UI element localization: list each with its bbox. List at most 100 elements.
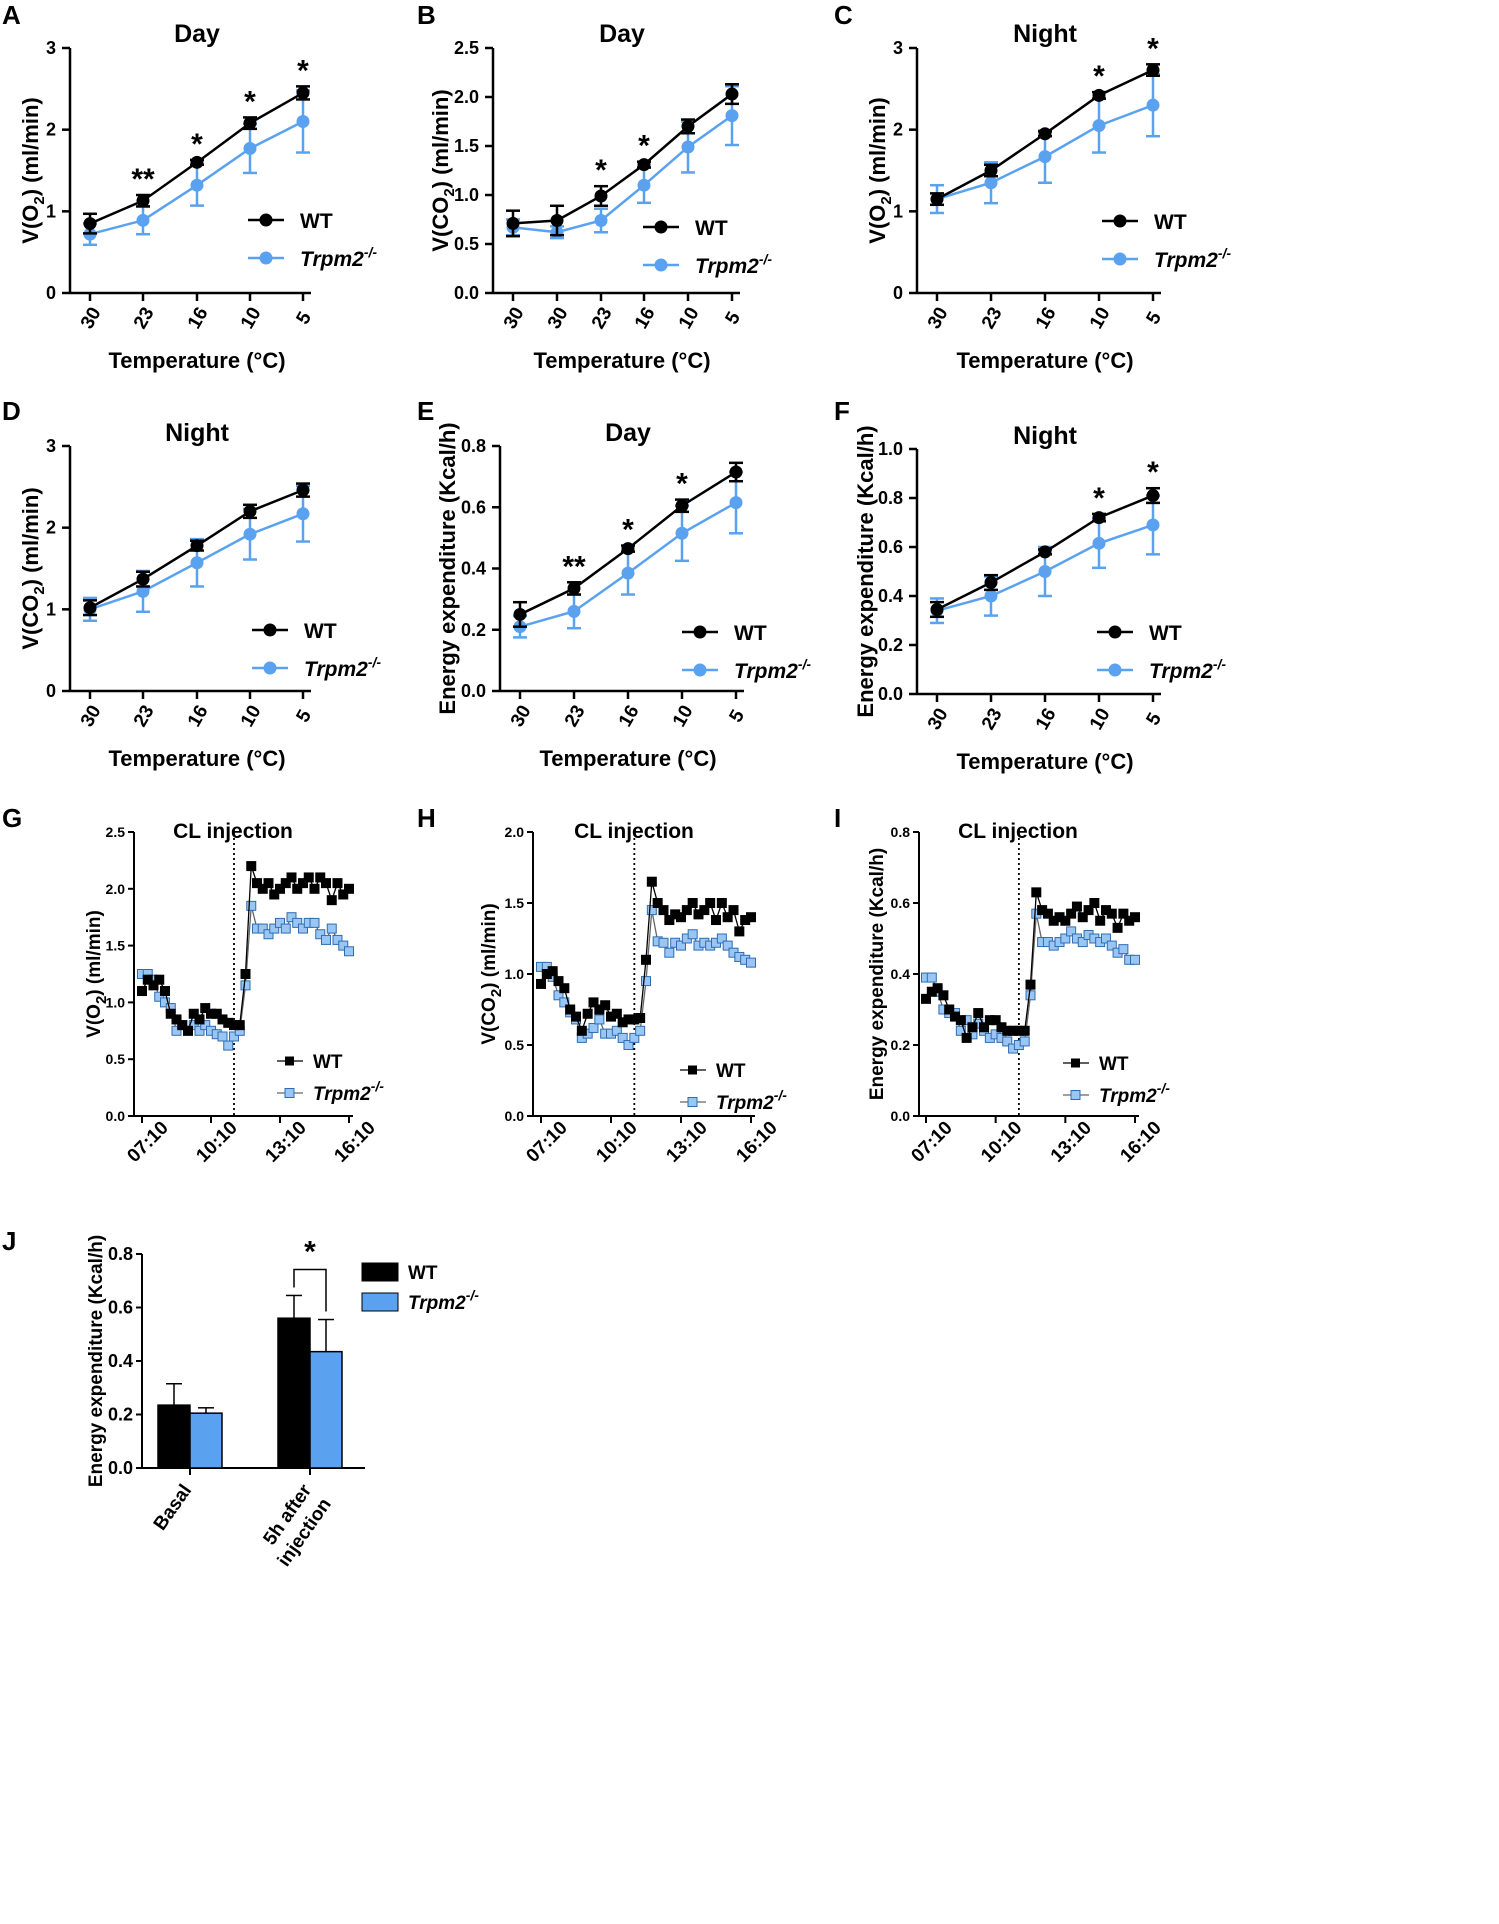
series-wt xyxy=(506,83,739,238)
significance-marker: * xyxy=(297,54,309,87)
data-point xyxy=(243,141,257,155)
data-point xyxy=(1146,518,1160,532)
y-tick-label: 2.0 xyxy=(454,87,479,107)
significance-marker: * xyxy=(304,1235,316,1268)
data-point xyxy=(292,883,303,894)
y-tick-label: 1.5 xyxy=(106,938,126,954)
significance-marker: * xyxy=(595,154,607,187)
panel-e: E 0.0 0.2 0.4 0.6 0.8 30 23 16 10 5 Day Temperature … xyxy=(417,396,811,771)
data-point xyxy=(83,217,97,231)
y-axis-label: Energy expenditure (Kcal/h) xyxy=(435,422,460,714)
legend-swatch-ko xyxy=(361,1292,399,1312)
series-line xyxy=(512,114,733,234)
y-tick-label: 0.0 xyxy=(108,1458,133,1478)
x-tick-label: 5 xyxy=(1142,709,1166,729)
data-point xyxy=(200,1003,211,1014)
data-point xyxy=(676,940,686,951)
panel-label-a: A xyxy=(2,0,21,30)
data-point xyxy=(930,602,944,616)
data-point xyxy=(1100,933,1111,944)
data-point xyxy=(190,539,204,553)
y-tick-label: 2.5 xyxy=(454,38,479,58)
data-point xyxy=(344,946,354,957)
x-tick-label: 07:10 xyxy=(124,1118,173,1167)
data-point xyxy=(315,872,326,883)
data-point xyxy=(944,1004,955,1015)
x-tick-label: 23 xyxy=(130,702,159,731)
data-point xyxy=(1038,127,1052,141)
x-tick-label: 5 xyxy=(292,706,316,726)
data-point xyxy=(658,937,669,948)
y-tick-label: 3 xyxy=(46,38,56,58)
series-trpm2-ko xyxy=(930,494,1160,625)
legend-label-ko: Trpm2-/- xyxy=(734,656,811,683)
data-point xyxy=(1092,119,1106,133)
legend-marker-wt xyxy=(654,220,668,234)
legend-label-wt: WT xyxy=(1099,1054,1129,1075)
data-point xyxy=(171,1025,182,1036)
data-point xyxy=(635,1025,646,1036)
panel-label-i: I xyxy=(834,803,841,833)
bar-trpm2-ko xyxy=(189,1412,223,1469)
data-point xyxy=(1038,565,1052,578)
data-point xyxy=(1019,1025,1030,1036)
x-tick-label: 16:10 xyxy=(331,1118,380,1167)
legend-ko-superscript: -/- xyxy=(371,1078,385,1094)
legend-label-ko: Trpm2-/- xyxy=(695,251,772,278)
data-point xyxy=(729,465,743,479)
y-axis-label-part: 2 xyxy=(31,196,48,204)
y-tick-label: 0.2 xyxy=(108,1405,133,1425)
chart-title: CL injection xyxy=(958,820,1078,843)
data-point xyxy=(675,526,689,540)
data-point xyxy=(746,912,756,923)
data-point xyxy=(1060,933,1071,944)
data-point xyxy=(990,1015,1001,1026)
data-point xyxy=(716,933,727,944)
y-tick-label: 1.0 xyxy=(878,439,903,459)
data-point xyxy=(188,1008,199,1019)
data-point xyxy=(725,87,739,101)
data-point xyxy=(1077,912,1088,923)
data-point xyxy=(621,566,635,580)
data-point xyxy=(734,926,745,937)
data-point xyxy=(600,1000,611,1011)
data-point xyxy=(611,1008,622,1019)
chart-title: Night xyxy=(165,419,230,447)
y-tick-label: 0.2 xyxy=(461,620,486,640)
data-point xyxy=(637,178,651,192)
data-point xyxy=(594,189,608,203)
data-point xyxy=(309,883,320,894)
data-point xyxy=(699,905,710,916)
legend-label-ko: Trpm2-/- xyxy=(313,1078,384,1105)
data-point xyxy=(617,1032,628,1043)
y-tick-label: 0.6 xyxy=(878,537,903,557)
data-point xyxy=(280,878,291,889)
data-point xyxy=(1146,489,1160,503)
data-point xyxy=(171,1014,182,1025)
legend-marker-wt xyxy=(1113,214,1127,228)
data-point xyxy=(160,986,170,997)
x-axis-label: Temperature (°C) xyxy=(539,746,716,771)
legend-marker-ko xyxy=(284,1088,295,1098)
y-tick-label: 1 xyxy=(46,599,56,619)
y-tick-label: 0.0 xyxy=(878,684,903,704)
x-tick-label: 23 xyxy=(130,304,159,333)
data-point xyxy=(1038,545,1052,559)
chart-title: Night xyxy=(1013,20,1078,48)
data-point xyxy=(1106,940,1117,951)
data-point xyxy=(676,912,686,923)
y-tick-label: 0.2 xyxy=(891,1037,911,1053)
data-point xyxy=(240,969,251,979)
data-point xyxy=(1118,944,1129,955)
legend-ko-superscript: -/- xyxy=(798,656,812,672)
y-tick-label: 1.0 xyxy=(505,966,525,982)
data-point xyxy=(303,872,314,883)
x-tick-label: 30 xyxy=(77,702,106,731)
series-trpm2-ko xyxy=(921,908,1140,1054)
y-tick-label: 0.0 xyxy=(891,1108,911,1124)
legend-label-ko: Trpm2-/- xyxy=(716,1087,787,1114)
data-point xyxy=(567,581,581,595)
